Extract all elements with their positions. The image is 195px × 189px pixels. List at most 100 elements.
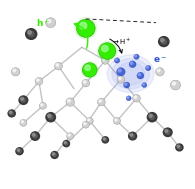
- Circle shape: [130, 133, 133, 136]
- Circle shape: [149, 114, 152, 117]
- Circle shape: [83, 81, 86, 83]
- Circle shape: [118, 69, 121, 72]
- Circle shape: [50, 151, 59, 159]
- Circle shape: [80, 61, 99, 79]
- Circle shape: [175, 143, 184, 152]
- Circle shape: [114, 58, 120, 63]
- Circle shape: [157, 69, 160, 72]
- Circle shape: [172, 82, 176, 85]
- Circle shape: [82, 121, 89, 128]
- Circle shape: [46, 18, 56, 28]
- Circle shape: [82, 63, 97, 77]
- Circle shape: [99, 43, 116, 59]
- Circle shape: [160, 38, 164, 42]
- Circle shape: [32, 133, 38, 139]
- Circle shape: [28, 31, 35, 37]
- Text: e$^-$: e$^-$: [153, 56, 167, 65]
- Circle shape: [177, 145, 179, 147]
- Circle shape: [64, 142, 68, 146]
- Circle shape: [67, 99, 70, 102]
- Circle shape: [27, 30, 31, 34]
- Circle shape: [20, 97, 24, 100]
- Circle shape: [39, 102, 46, 109]
- Circle shape: [82, 79, 90, 87]
- Circle shape: [13, 69, 16, 72]
- Circle shape: [142, 83, 147, 88]
- Circle shape: [127, 97, 129, 98]
- Circle shape: [64, 141, 66, 144]
- Circle shape: [21, 121, 23, 123]
- Circle shape: [55, 62, 62, 70]
- Circle shape: [101, 57, 109, 64]
- Circle shape: [103, 138, 107, 142]
- Circle shape: [117, 76, 125, 83]
- Ellipse shape: [117, 62, 145, 85]
- Ellipse shape: [112, 59, 149, 89]
- Circle shape: [124, 82, 130, 88]
- Circle shape: [80, 22, 87, 29]
- Circle shape: [66, 98, 74, 106]
- Circle shape: [84, 123, 86, 125]
- Circle shape: [138, 73, 141, 76]
- Circle shape: [103, 138, 105, 140]
- Text: h$^+$: h$^+$: [36, 17, 50, 29]
- Circle shape: [158, 36, 170, 47]
- Circle shape: [17, 149, 22, 153]
- Circle shape: [129, 61, 136, 68]
- Circle shape: [7, 109, 16, 118]
- Circle shape: [48, 114, 51, 117]
- Circle shape: [76, 19, 95, 37]
- Circle shape: [177, 145, 182, 150]
- Circle shape: [165, 129, 168, 132]
- Circle shape: [165, 130, 170, 135]
- Circle shape: [117, 68, 125, 76]
- Circle shape: [145, 65, 151, 71]
- Circle shape: [160, 38, 167, 45]
- Circle shape: [25, 28, 37, 40]
- Circle shape: [134, 96, 136, 98]
- Circle shape: [147, 112, 158, 122]
- Circle shape: [62, 140, 70, 147]
- Circle shape: [128, 132, 137, 141]
- Circle shape: [130, 134, 135, 139]
- Circle shape: [9, 111, 12, 113]
- Circle shape: [45, 112, 56, 122]
- Circle shape: [11, 68, 20, 76]
- Circle shape: [52, 153, 57, 157]
- Circle shape: [52, 153, 55, 155]
- Circle shape: [126, 96, 131, 101]
- Circle shape: [156, 68, 164, 76]
- Circle shape: [133, 94, 140, 102]
- Circle shape: [103, 58, 105, 60]
- Circle shape: [137, 72, 144, 79]
- Circle shape: [146, 66, 148, 68]
- Circle shape: [15, 147, 24, 155]
- Circle shape: [85, 65, 90, 70]
- Circle shape: [163, 127, 173, 137]
- Circle shape: [98, 98, 105, 106]
- Circle shape: [125, 83, 127, 85]
- Circle shape: [115, 119, 117, 121]
- Circle shape: [48, 20, 51, 23]
- Circle shape: [97, 41, 118, 61]
- Circle shape: [74, 17, 98, 40]
- Circle shape: [21, 98, 26, 103]
- Circle shape: [101, 136, 109, 144]
- Circle shape: [134, 54, 139, 59]
- Circle shape: [88, 119, 90, 121]
- Circle shape: [32, 133, 35, 136]
- Circle shape: [35, 77, 43, 85]
- Circle shape: [119, 77, 121, 79]
- Circle shape: [99, 100, 101, 102]
- Text: $\rightarrow$H$^+$: $\rightarrow$H$^+$: [111, 36, 131, 47]
- Circle shape: [37, 79, 39, 81]
- Circle shape: [41, 104, 43, 106]
- Circle shape: [20, 119, 27, 126]
- Circle shape: [143, 84, 144, 85]
- Circle shape: [102, 45, 108, 52]
- Circle shape: [149, 114, 155, 120]
- Circle shape: [68, 134, 70, 136]
- Circle shape: [17, 149, 20, 151]
- Circle shape: [30, 131, 40, 141]
- Circle shape: [9, 111, 14, 116]
